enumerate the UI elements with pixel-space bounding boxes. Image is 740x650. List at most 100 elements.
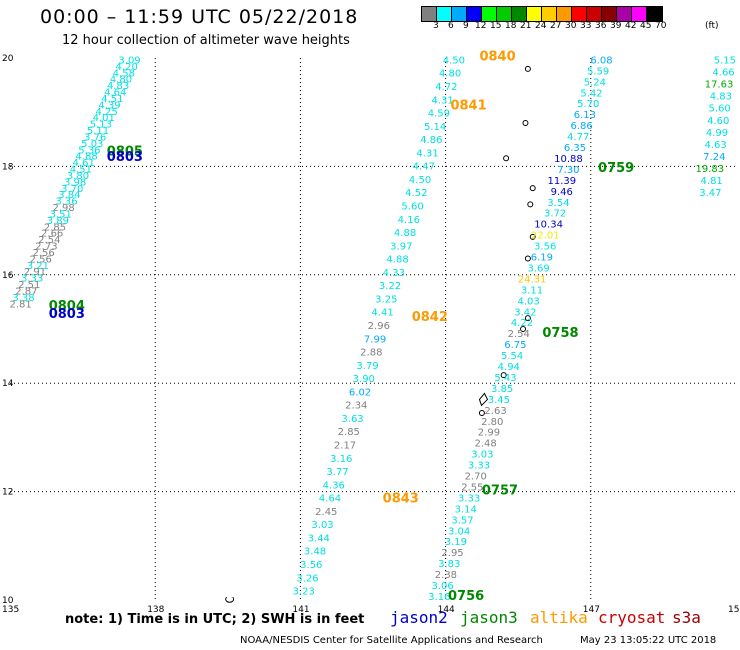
color-scale-label: 18 <box>505 21 517 31</box>
island-shape <box>225 596 235 603</box>
time-label: 0842 <box>412 310 448 325</box>
east-track-value: 2.63 <box>484 406 506 417</box>
east-track-value: 11.39 <box>548 176 577 187</box>
color-swatch <box>602 7 617 21</box>
time-label: 0757 <box>482 483 518 498</box>
far-east-track-value: 5.60 <box>708 104 730 115</box>
latitude-label: 10 <box>2 596 14 606</box>
middle-track-value: 2.45 <box>315 507 337 518</box>
far-west-track-value: 4.61 <box>73 158 95 169</box>
east-track-value: 3.06 <box>431 581 453 592</box>
middle-track-value: 4.86 <box>420 135 442 146</box>
far-west-track-value: 3.70 <box>61 184 83 195</box>
far-west-track-value: 4.20 <box>116 62 138 73</box>
satellite-tracks: 3.094.204.584.804.834.644.514.394.254.01… <box>10 50 736 604</box>
east-track-value: 3.56 <box>534 242 556 253</box>
island-shape <box>529 233 536 240</box>
color-scale-label: 9 <box>463 21 469 31</box>
island-guam <box>478 392 489 407</box>
east-track-value: 2.38 <box>435 570 457 581</box>
far-west-track-value: 3.33 <box>21 274 43 285</box>
color-swatch <box>482 7 497 21</box>
east-track-value: 6.75 <box>504 340 526 351</box>
far-west-track-value: 2.56 <box>30 254 52 265</box>
far-west-track-value: 2.81 <box>10 299 32 310</box>
far-west-track-value: 3.36 <box>55 197 77 208</box>
middle-track-value: 3.77 <box>326 467 348 478</box>
east-track-value: 10.88 <box>554 154 583 165</box>
east-track-value: 6.35 <box>564 143 586 154</box>
legend-jason3: jason3 <box>460 608 518 627</box>
color-swatch <box>617 7 632 21</box>
island-shape <box>500 372 507 379</box>
far-west-track-value: 3.51 <box>50 209 72 220</box>
east-track-value: 3.45 <box>488 395 510 406</box>
far-east-track-value: 7.24 <box>703 152 725 163</box>
far-west-track-value: 3.09 <box>118 55 140 66</box>
far-west-track-value: 5.13 <box>90 120 112 131</box>
middle-track-value: 4.59 <box>428 109 450 120</box>
east-track-value: 6.13 <box>574 110 596 121</box>
middle-track-value: 2.88 <box>360 348 382 359</box>
middle-track-value: 2.85 <box>338 427 360 438</box>
map-title: 00:00 – 11:59 UTC 05/22/2018 <box>40 6 359 28</box>
east-track-value: 9.46 <box>551 187 573 198</box>
color-scale-label: 3 <box>433 21 439 31</box>
island-shape <box>527 201 534 208</box>
east-track-value: 2.80 <box>481 417 503 428</box>
far-west-track-value: 4.64 <box>104 88 126 99</box>
time-label: 0840 <box>479 50 515 65</box>
time-label: 0758 <box>542 326 578 341</box>
far-west-track-value: 2.87 <box>15 286 37 297</box>
middle-track-value: 5.60 <box>401 201 423 212</box>
color-scale-label: 33 <box>580 21 592 31</box>
far-west-track-value: 3.80 <box>67 171 89 182</box>
far-west-track-value: 5.11 <box>87 126 109 137</box>
east-track-value: 5.59 <box>587 66 609 77</box>
middle-track-value: 6.02 <box>349 387 371 398</box>
color-swatch <box>467 7 482 21</box>
color-swatch <box>527 7 542 21</box>
middle-track-value: 4.41 <box>371 308 393 319</box>
middle-track-value: 4.64 <box>319 494 341 505</box>
east-track-value: 2.99 <box>478 428 500 439</box>
latitude-label: 18 <box>2 162 14 172</box>
longitude-label: 150 <box>728 605 740 615</box>
island-shape <box>478 410 485 417</box>
middle-track-value: 4.80 <box>439 69 461 80</box>
east-track-value: 3.11 <box>521 285 543 296</box>
island-outlines <box>225 65 536 603</box>
color-scale-label: 27 <box>550 21 562 31</box>
middle-track-value: 3.79 <box>356 361 378 372</box>
color-swatch <box>497 7 512 21</box>
far-west-track-value: 3.98 <box>64 177 86 188</box>
far-west-track-value: 2.56 <box>32 248 54 259</box>
far-west-track-value: 2.98 <box>53 203 75 214</box>
far-west-track-value: 4.51 <box>70 165 92 176</box>
time-label: 0843 <box>383 491 419 506</box>
east-track-value: 3.14 <box>455 504 477 515</box>
middle-track-value: 4.88 <box>386 255 408 266</box>
east-track-value: 3.83 <box>438 559 460 570</box>
east-track-value: 3.85 <box>491 384 513 395</box>
middle-track-value: 2.96 <box>368 321 390 332</box>
color-scale-label: 45 <box>640 21 652 31</box>
middle-track-value: 3.90 <box>353 374 375 385</box>
color-swatch <box>542 7 557 21</box>
far-east-track-value: 5.15 <box>714 55 736 66</box>
island-shape <box>529 185 536 192</box>
color-scale-label: 36 <box>595 21 607 31</box>
middle-track-value: 3.22 <box>379 281 401 292</box>
footer-credit: NOAA/NESDIS Center for Satellite Applica… <box>240 635 543 646</box>
east-track-value: 3.69 <box>527 263 549 274</box>
east-track-value: 2.55 <box>461 482 483 493</box>
east-track-value: 6.86 <box>570 121 592 132</box>
far-west-track-value: 4.25 <box>95 107 117 118</box>
east-track-value: 3.03 <box>471 450 493 461</box>
east-track-value: 5.54 <box>501 351 523 362</box>
far-east-track-value: 19.83 <box>695 164 724 175</box>
color-swatch <box>557 7 572 21</box>
middle-track-value: 4.88 <box>394 228 416 239</box>
far-west-track-value: 4.83 <box>107 81 129 92</box>
